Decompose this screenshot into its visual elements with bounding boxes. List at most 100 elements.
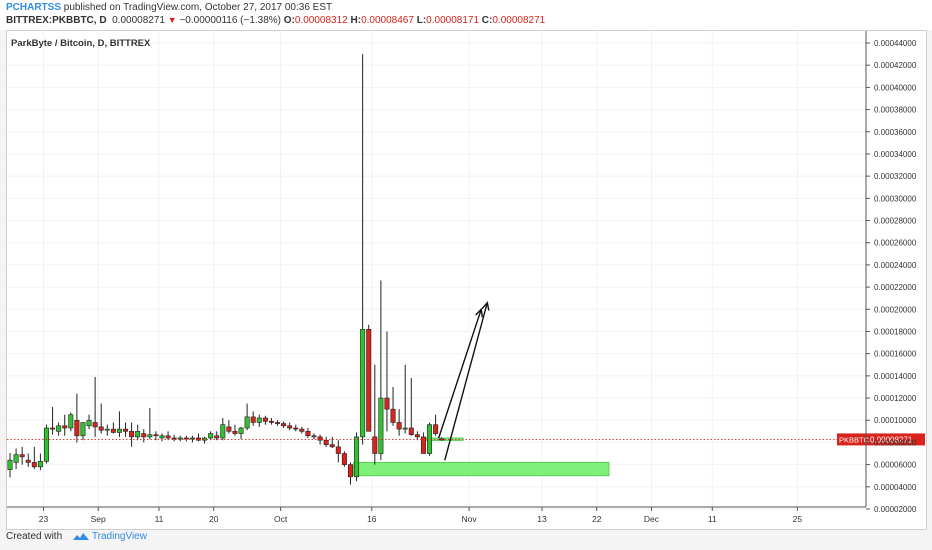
close-value: 0.00008271 (492, 15, 546, 26)
candle-up (378, 397, 384, 454)
x-tick-label: 11 (155, 514, 164, 524)
current-price-tag (837, 433, 925, 446)
price-change: −0.00000116 (−1.38%) (179, 15, 282, 26)
y-tick-label: 0.00004000 (874, 483, 917, 492)
y-tick-label: 0.00022000 (874, 283, 917, 292)
projection-arrow (444, 302, 488, 461)
candle-down (262, 417, 268, 422)
publish-line: PCHARTSS published on TradingView.com, O… (6, 2, 332, 13)
x-tick-label: Nov (462, 514, 478, 524)
y-tick-label: 0.00040000 (874, 83, 917, 92)
candle-down (232, 431, 238, 434)
candle-down (384, 397, 390, 410)
candle-down (341, 453, 347, 465)
high-value: 0.00008467 (361, 15, 414, 26)
candle-up (147, 434, 153, 438)
chart-title: ParkByte / Bitcoin, D, BITTREX (11, 38, 151, 49)
low-label: L: (416, 15, 427, 26)
y-tick-label: 0.00012000 (874, 394, 917, 403)
candle-down (408, 427, 414, 435)
y-tick-label: 0.00044000 (874, 39, 917, 48)
current-price-symbol: PKBBTC (839, 435, 870, 444)
candlestick-chart[interactable]: PKBBTC 0.00008271 0.00002000 0.00004000 0.0… (7, 31, 926, 529)
candle-up (43, 427, 49, 462)
candle-down (335, 446, 341, 454)
candle-up (177, 437, 183, 440)
candle-down (141, 433, 147, 438)
candle-down (98, 426, 104, 431)
candle-down (433, 424, 439, 434)
candle-down (123, 428, 129, 432)
publish-info: published on TradingView.com, October 27… (63, 2, 333, 13)
x-tick-label: 13 (537, 514, 547, 524)
candle-down (414, 434, 420, 438)
candle-down (183, 437, 189, 440)
x-tick-label: 23 (39, 514, 49, 524)
support-zone (353, 461, 610, 477)
candle-down (275, 422, 281, 424)
candle-up (135, 431, 141, 438)
candle-up (402, 427, 408, 430)
candle-down (19, 454, 25, 458)
candle-down (226, 426, 232, 432)
candle-down (293, 427, 299, 430)
y-tick-label: 0.00008000 (874, 438, 917, 447)
candle-up (244, 416, 250, 429)
close-label: C: (481, 15, 493, 26)
x-tick-label: 20 (209, 514, 219, 524)
symbol-label: BITTREX:PKBBTC, D (6, 15, 107, 26)
candle-down (366, 328, 372, 432)
x-tick-label: Dec (644, 514, 660, 524)
y-tick-label: 0.00038000 (874, 106, 917, 115)
candle-down (323, 439, 329, 445)
low-value: 0.00008171 (426, 15, 480, 26)
y-tick-label: 0.00018000 (874, 327, 917, 336)
x-tick-label: Sep (91, 514, 106, 524)
candle-down (311, 435, 317, 438)
candle-down (165, 435, 171, 439)
candle-down (317, 436, 323, 441)
candle-down (129, 431, 135, 438)
candle-down (305, 431, 311, 437)
down-arrow-icon: ▼ (167, 15, 177, 25)
tradingview-brand-link[interactable]: TradingView (91, 531, 147, 542)
candle-up (68, 414, 74, 429)
candle-up (360, 328, 366, 438)
candle-up (159, 435, 165, 439)
candle-down (171, 437, 177, 440)
open-value: 0.00008312 (294, 15, 348, 26)
tradingview-logo-icon (72, 532, 89, 540)
candle-down (250, 416, 256, 423)
candle-down (329, 444, 335, 448)
current-price-label: 0.00008271 (870, 435, 913, 444)
candle-down (287, 425, 293, 429)
y-tick-label: 0.00042000 (874, 61, 917, 70)
candle-up (86, 419, 92, 427)
x-tick-label: 25 (793, 514, 803, 524)
candle-up (56, 425, 62, 432)
author-link[interactable]: PCHARTSS (6, 2, 62, 13)
arrow-head-icon (475, 307, 483, 318)
candle-up (116, 428, 122, 433)
candle-down (396, 422, 402, 430)
x-tick-label: 11 (708, 514, 717, 524)
y-tick-label: 0.00034000 (874, 150, 917, 159)
candle-up (104, 428, 110, 431)
candle-up (220, 424, 226, 439)
candle-down (281, 423, 287, 427)
chart-frame[interactable]: PKBBTC 0.00008271 0.00002000 0.00004000 0.0… (6, 30, 927, 530)
candle-down (25, 459, 31, 463)
last-price: 0.00008271 (112, 15, 165, 26)
x-tick-label: 22 (592, 514, 602, 524)
candle-down (50, 427, 56, 430)
open-label: O: (283, 15, 295, 26)
x-tick-label: 16 (367, 514, 377, 524)
candle-down (299, 428, 305, 432)
candle-up (354, 436, 360, 478)
candle-up (256, 417, 262, 423)
ohlc-line: BITTREX:PKBBTC, D 0.00008271 ▼ −0.000001… (6, 15, 545, 26)
y-tick-label: 0.00020000 (874, 305, 917, 314)
candle-down (347, 464, 353, 478)
high-label: H: (350, 15, 362, 26)
y-tick-label: 0.00024000 (874, 261, 917, 270)
